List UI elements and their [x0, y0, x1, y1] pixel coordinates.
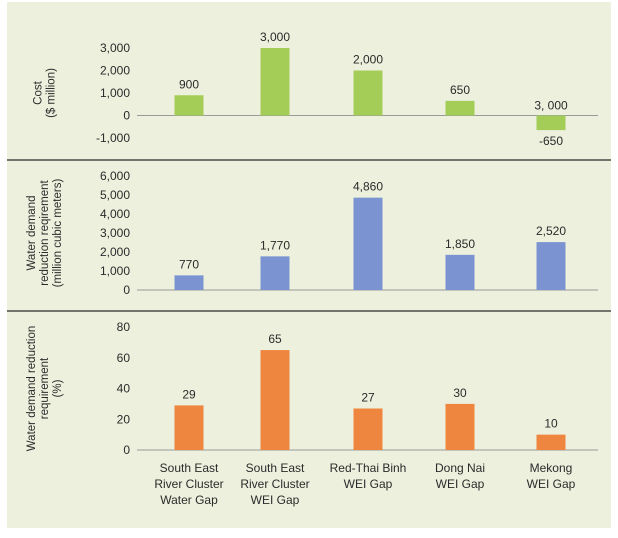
panel-2-ytick-label: 6,000 [100, 169, 130, 183]
panel-2-bar [260, 256, 290, 290]
category-label: Water Gap [160, 493, 218, 507]
panel-1-ytick-label: 2,000 [100, 64, 130, 78]
panel-2-ytick-label: 3,000 [100, 226, 130, 240]
panel-3-ytick-label: 40 [117, 382, 131, 396]
panel-3-ytick-label: 80 [117, 320, 131, 334]
category-label: South East [160, 461, 219, 475]
category-label: Red-Thai Binh [330, 461, 407, 475]
panel-3-ytick-label: 20 [117, 412, 131, 426]
category-label: WEI Gap [344, 477, 393, 491]
panel-3-ytick-label: 60 [117, 351, 131, 365]
chart-background [7, 2, 611, 528]
panel-1-ylabel-line: ($ million) [46, 68, 58, 118]
panel-1-ytick-label: 0 [123, 109, 130, 123]
category-label: WEI Gap [436, 477, 485, 491]
panel-3-ytick-label: 0 [123, 443, 130, 457]
panel-3-bar [260, 350, 290, 450]
category-label: WEI Gap [251, 493, 300, 507]
panel-1-bar [174, 95, 204, 116]
panel-3-data-label: 27 [361, 390, 375, 404]
panel-2-data-label: 1,770 [260, 238, 290, 252]
panel-1-bar [536, 115, 566, 131]
panel-3-data-label: 65 [268, 332, 282, 346]
panel-2-data-label: 2,520 [536, 224, 566, 238]
panel-2-data-label: 1,850 [445, 237, 475, 251]
panel-2-ytick-label: 1,000 [100, 264, 130, 278]
panel-2-ylabel-line: (million cubic meters) [52, 179, 64, 288]
panel-2-ytick-label: 4,000 [100, 207, 130, 221]
panel-2-ytick-label: 2,000 [100, 245, 130, 259]
category-label: River Cluster [154, 477, 223, 491]
panel-2-data-label: 4,860 [353, 180, 383, 194]
panel-1-ytick-label: 1,000 [100, 86, 130, 100]
panel-2-bar [536, 242, 566, 290]
panel-2-bar [445, 254, 475, 290]
panel-1-data-label: 3,000 [260, 30, 290, 44]
panel-1-bar [353, 70, 383, 116]
panel-1-data-label: 900 [179, 77, 199, 91]
panel-1-ytick-label: -1,000 [96, 131, 130, 145]
panel-2-bar [353, 197, 383, 290]
panel-1-bar [260, 48, 290, 116]
panel-3-ylabel-line: requirement [39, 357, 51, 419]
panel-3-ylabel-line: (%) [52, 379, 64, 397]
panel-3-bar [536, 434, 566, 450]
panel-1-data-label: 650 [450, 83, 470, 97]
category-label: Dong Nai [435, 461, 485, 475]
panel-3-ylabel-line: Water demand reduction [26, 326, 38, 452]
panel-2-ytick-label: 0 [123, 283, 130, 297]
panel-3-data-label: 30 [453, 386, 467, 400]
panel-2-bar [174, 275, 204, 290]
panel-1-bar [445, 100, 475, 116]
panel-2-ylabel-line: reduction reqirement [39, 179, 51, 285]
panel-3-data-label: 29 [182, 387, 196, 401]
panel-2-ytick-label: 5,000 [100, 188, 130, 202]
panel-3-data-label: 10 [544, 417, 558, 431]
panel-3-bar [174, 405, 204, 450]
panel-1-data-label: 2,000 [353, 53, 383, 67]
panel-1-ytick-label: 3,000 [100, 41, 130, 55]
panel-1-ylabel-line: Cost [33, 80, 45, 104]
panel-2-ylabel-line: Water demand [26, 196, 38, 271]
panel-1-data-label: -650 [539, 134, 563, 148]
category-label: WEI Gap [527, 477, 576, 491]
panel-3-bar [353, 408, 383, 450]
category-label: South East [246, 461, 305, 475]
panel-1-extra-label: 3, 000 [534, 99, 568, 113]
category-label: Mekong [530, 461, 573, 475]
panel-2-data-label: 770 [179, 257, 199, 271]
panel-3-bar [445, 403, 475, 450]
category-label: River Cluster [240, 477, 309, 491]
